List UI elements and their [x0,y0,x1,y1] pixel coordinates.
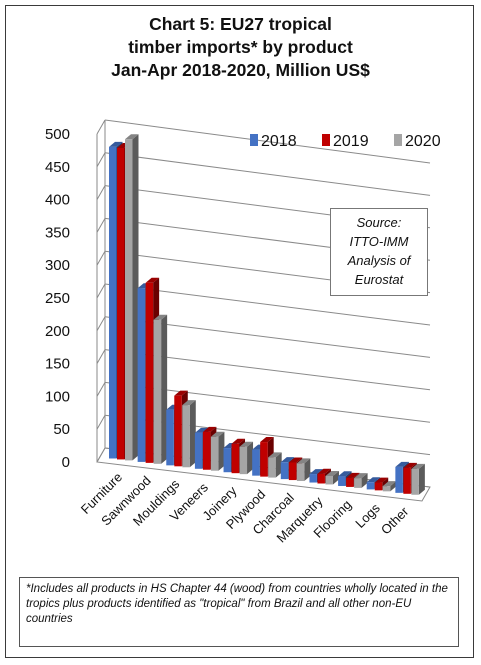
bars [109,134,425,495]
bar-mouldings-2020 [182,400,196,468]
gridline-side [96,382,106,397]
y-tick-label: 450 [45,159,70,176]
bar-charcoal-2020 [296,458,311,482]
legend-label-2018: 2018 [261,133,297,150]
x-category-label: Other [378,503,412,537]
title-line-3: Jan-Apr 2018-2020, Million US$ [111,60,370,80]
gridline [104,283,431,326]
gridline-side [96,250,106,266]
y-tick-label: 400 [45,192,70,209]
footnote: *Includes all products in HS Chapter 44 … [19,577,459,647]
legend-label-2019: 2019 [333,133,369,150]
bar-other-2020 [411,463,425,495]
gridline [104,152,431,196]
y-tick-label: 300 [45,257,70,274]
bar-joinery-2020 [239,441,254,475]
bar-plywood-2020 [268,452,282,478]
gridline-side [96,414,106,430]
gridline-side [96,349,106,364]
gridline-side [96,218,106,233]
gridline [104,119,431,164]
bar-veneers-2020 [210,431,225,471]
y-tick-label: 250 [45,290,70,307]
y-tick-label: 0 [62,454,70,471]
y-tick-label: 350 [45,224,70,241]
chart-title: Chart 5: EU27 tropical timber imports* b… [0,13,481,82]
legend-label-2020: 2020 [405,133,441,150]
bar-furniture-2020 [125,134,139,461]
chart-frame [5,5,474,658]
bar-flooring-2020 [354,473,368,488]
source-line-1: Source: [356,215,402,230]
legend-swatch-2018 [250,134,258,146]
legend-swatch-2020 [394,134,402,146]
bar-logs-2020 [382,481,397,492]
gridline-side [96,185,106,200]
gridline-side [96,152,106,168]
source-line-3: Analysis of [347,253,411,268]
y-tick-label: 50 [53,421,70,438]
gridline-side [96,119,106,135]
source-line-4: Eurostat [354,272,404,287]
gridline-side [96,283,106,299]
title-line-2: timber imports* by product [128,37,353,57]
legend-swatch-2019 [322,134,330,146]
bar-sawnwood-2020 [153,314,168,464]
title-line-1: Chart 5: EU27 tropical [149,14,332,34]
bar-marquetry-2020 [325,470,339,485]
gridline-side [96,316,106,332]
source-line-2: ITTO-IMM [349,234,409,249]
source-note: Source: ITTO-IMM Analysis of Eurostat [330,208,428,296]
y-tick-label: 500 [45,126,70,143]
legend: 2018 2019 2020 [250,133,441,150]
y-tick-label: 150 [45,356,70,373]
y-tick-label: 100 [45,388,70,405]
y-tick-label: 200 [45,323,70,340]
y-axis-ticks: 0 50 100 150 200 250 300 350 400 450 500 [45,126,70,471]
